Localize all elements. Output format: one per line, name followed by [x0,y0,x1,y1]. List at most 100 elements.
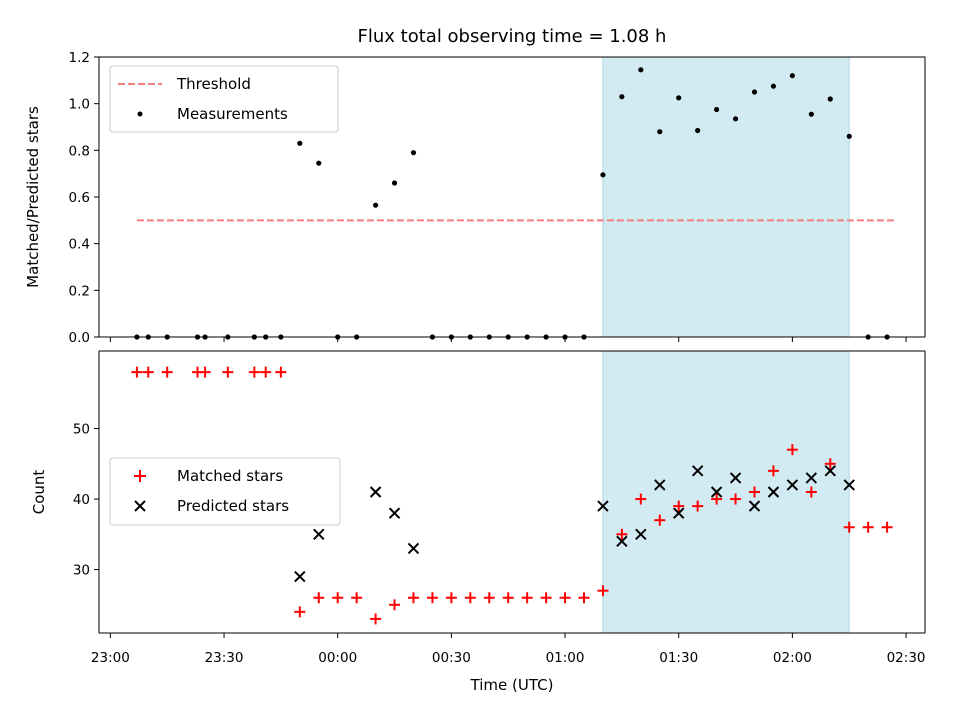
matched-star-point [426,592,438,604]
highlight-span-rect [602,56,850,338]
matched-star-point [730,493,742,505]
predicted-x-b [786,479,799,491]
matched-star-point [407,592,419,604]
matched-star-point [711,493,723,505]
predicted-x-b [369,486,382,498]
x-tick-label: 23:00 [91,650,130,666]
matched-star-point [521,592,533,604]
predicted-x-b [729,472,742,484]
legend-matched-label: Matched stars [177,467,283,485]
measurement-point [657,129,663,135]
top-x-ticks [109,337,907,342]
matched-star-point [370,613,382,625]
legend-predicted-swatch [134,500,146,512]
measurement-point [297,140,303,146]
legend-measurements-swatch [137,111,143,117]
legend-matched-swatch [134,470,146,482]
matched-star-point [786,444,798,456]
y-tick-label: 0.2 [69,283,90,299]
matched-star-point [445,592,457,604]
predicted-star-point [654,479,666,491]
bottom-panel: 30 40 50 23:00 23:30 00:00 00:30 01:00 01:30 02:… [30,350,926,694]
predicted-x-b [388,507,401,519]
measurement-point [316,160,322,166]
x-axis-label: Time (UTC) [470,676,554,694]
matched-star-point [881,521,893,533]
top-panel: 0.0 0.2 0.4 0.6 0.8 1.0 1.2 Flux total observi… [24,26,926,346]
matched-star-point [294,606,306,618]
predicted-star-point [691,465,704,477]
predicted-star-point [824,465,836,477]
bottom-y-ticks: 30 40 50 [73,422,99,579]
y-tick-label: 1.0 [69,97,90,113]
y-tick-label: 1.2 [69,50,90,66]
predicted-x-b [748,500,761,512]
measurement-point [808,111,814,117]
matched-star-point [464,592,476,604]
predicted-star-point [843,479,855,491]
top-y-axis-label: Matched/Predicted stars [24,106,42,288]
matched-star-point [559,592,571,604]
matched-star-point [616,528,628,540]
matched-star-point [578,592,590,604]
predicted-x-b [654,479,666,491]
measurement-point [372,202,379,208]
predicted-star-point [635,528,647,541]
matched-star-point [748,486,760,498]
matched-star-point [862,521,874,533]
matched-star-point [313,592,325,604]
matched-star-point [843,521,855,533]
matched-star-point [142,366,154,378]
measurement-point [600,172,606,178]
predicted-x-b [805,472,818,484]
predicted-star-point [369,486,382,498]
matched-star-point [597,585,609,597]
legend-threshold-label: Threshold [176,75,251,93]
predicted-star-point [805,472,818,484]
matched-star-point [654,514,666,526]
y-tick-label: 0.8 [69,143,90,159]
top-legend: Threshold Measurements [109,65,339,133]
matched-star-point [824,458,836,470]
matched-star-point [673,500,685,512]
matched-star-point [389,599,401,611]
predicted-star-point [767,486,780,498]
predicted-x-b [616,535,628,548]
top-y-ticks: 0.0 0.2 0.4 0.6 0.8 1.0 1.2 [69,50,99,346]
y-tick-label: 0.6 [69,190,90,206]
predicted-star-point [294,570,306,583]
predicted-x-b [710,486,723,498]
predicted-x-b [407,542,420,555]
measurement-point [638,67,644,73]
matched-star-point [635,493,647,505]
predicted-x-b [294,570,306,583]
matched-star-point [248,366,260,378]
predicted-star-point [616,535,628,548]
y-tick-label: 0.4 [69,237,90,253]
predicted-star-point [673,507,685,519]
measurement-point [695,127,701,134]
matched-star-point [692,500,704,512]
x-tick-label: 01:30 [659,650,698,666]
x-tick-label: 02:00 [773,650,812,666]
matched-star-point [805,486,817,498]
bottom-legend-box [109,457,341,526]
measurement-point [714,106,720,113]
x-tick-label: 01:00 [546,650,585,666]
measurement-point [410,150,417,156]
predicted-star-point [407,542,420,555]
predicted-star-point [729,472,742,484]
matched-star-point [199,366,211,378]
predicted-x-b [597,500,609,512]
x-tick-label: 00:30 [432,650,471,666]
predicted-x-b [313,528,325,541]
chart-title: Flux total observing time = 1.08 h [358,26,667,47]
x-tick-label: 23:30 [205,650,244,666]
matched-star-point [483,592,495,604]
measurement-point [770,83,777,89]
matched-star-point [275,366,287,378]
predicted-star-point [313,528,325,541]
legend-measurements-label: Measurements [177,105,288,123]
y-tick-label: 50 [73,422,90,438]
